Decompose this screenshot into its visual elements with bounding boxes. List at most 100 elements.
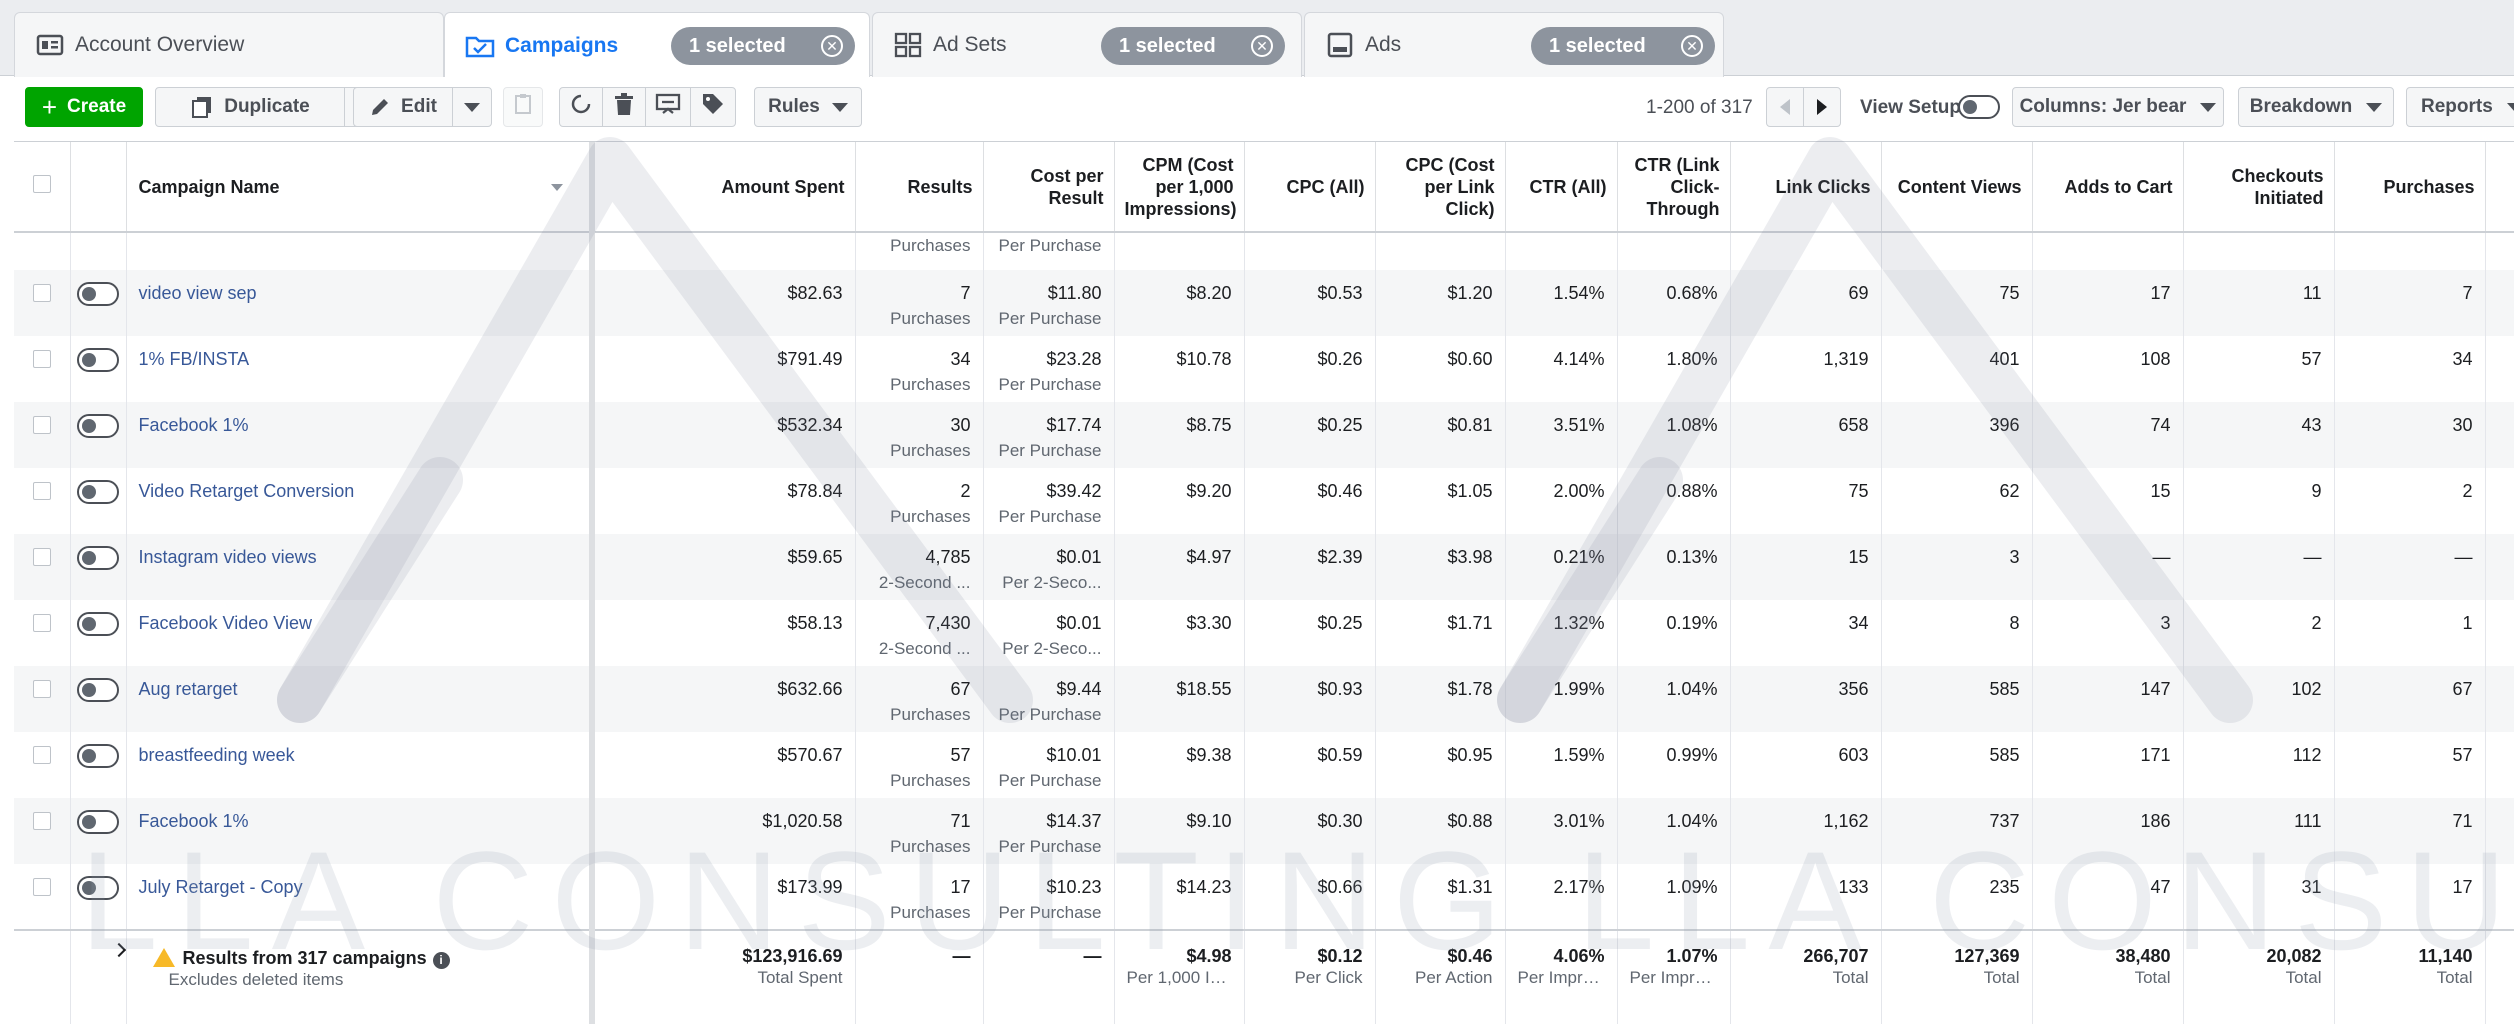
campaign-status-toggle[interactable] — [77, 348, 119, 372]
table-row[interactable]: 1% FB/INSTA $791.49 34 Purchases $23.28 Per P… — [14, 336, 2514, 402]
next-page-button[interactable] — [1803, 87, 1841, 127]
column-header-cpc-all[interactable]: CPC (All) — [1244, 142, 1376, 233]
row-checkbox[interactable] — [32, 548, 51, 566]
column-header-checkouts-initiated[interactable]: Checkouts Initiated — [2183, 142, 2335, 233]
column-header-ctr-all[interactable]: CTR (All) — [1505, 142, 1618, 233]
tab-campaigns[interactable]: Campaigns 1 selected ✕ — [444, 12, 870, 78]
row-checkbox[interactable] — [32, 482, 51, 500]
campaign-name-link[interactable]: Facebook 1% — [138, 415, 249, 435]
info-icon[interactable]: i — [432, 952, 450, 969]
row-checkbox-cell[interactable] — [14, 270, 71, 336]
table-row[interactable]: video view sep $82.63 7 Purchases $11.80 Per … — [14, 270, 2514, 336]
row-checkbox-cell[interactable] — [14, 402, 71, 468]
campaign-name-link[interactable]: Facebook Video View — [138, 613, 312, 633]
row-toggle-cell[interactable] — [70, 600, 127, 666]
campaign-name-link[interactable]: Aug retarget — [138, 679, 238, 699]
create-button[interactable]: + Create — [25, 87, 143, 127]
sort-caret-icon[interactable] — [551, 183, 563, 191]
chevron-right-icon[interactable] — [111, 942, 125, 958]
column-header-content-views[interactable]: Content Views — [1881, 142, 2033, 233]
column-header-amount-spent[interactable]: Amount Spent — [592, 142, 856, 233]
row-toggle-cell[interactable] — [70, 732, 127, 798]
column-header-cpm[interactable]: CPM (Cost per 1,000 Impressions) — [1114, 142, 1245, 233]
table-row[interactable]: Video Retarget Conversion $78.84 2 Purchase… — [14, 468, 2514, 534]
columns-dropdown[interactable]: Columns: Jer bear — [2012, 87, 2224, 127]
table-row[interactable]: breastfeeding week $570.67 57 Purchases $10.… — [14, 732, 2514, 798]
campaign-name-link[interactable]: breastfeeding week — [138, 745, 295, 765]
row-toggle-cell[interactable] — [70, 270, 127, 336]
column-header-adds-to-cart[interactable]: Adds to Cart — [2032, 142, 2184, 233]
campaign-status-toggle[interactable] — [77, 546, 119, 570]
delete-button[interactable] — [602, 87, 646, 127]
totals-expand-cell[interactable] — [70, 929, 127, 1024]
table-row[interactable]: Facebook Video View $58.13 7,430 2-Second .… — [14, 600, 2514, 666]
campaign-status-toggle[interactable] — [77, 282, 119, 306]
column-header-cpc-link[interactable]: CPC (Cost per Link Click) — [1375, 142, 1506, 233]
row-toggle-cell[interactable] — [70, 666, 127, 732]
tab-account-overview[interactable]: Account Overview — [14, 12, 444, 77]
campaigns-selected-pill[interactable]: 1 selected ✕ — [671, 27, 855, 65]
table-row[interactable]: Instagram video views $59.65 4,785 2-Second… — [14, 534, 2514, 600]
ads-selected-pill[interactable]: 1 selected ✕ — [1531, 27, 1715, 65]
campaign-name-link[interactable]: Instagram video views — [138, 547, 317, 567]
campaign-status-toggle[interactable] — [77, 876, 119, 900]
paste-button[interactable] — [503, 87, 543, 127]
table-row[interactable]: July Retarget - Copy $173.99 17 Purchases $1… — [14, 864, 2514, 930]
tags-button[interactable] — [690, 87, 736, 127]
row-checkbox[interactable] — [32, 416, 51, 434]
column-header-ctr-link[interactable]: CTR (Link Click-Through — [1617, 142, 1731, 233]
campaign-status-toggle[interactable] — [77, 480, 119, 504]
clear-selection-icon[interactable]: ✕ — [821, 35, 843, 57]
column-header-cost-per-result[interactable]: Cost per Result — [983, 142, 1115, 233]
row-toggle-cell[interactable] — [70, 468, 127, 534]
tab-ads[interactable]: Ads 1 selected ✕ — [1304, 12, 1724, 77]
column-header-campaign-name[interactable]: Campaign Name — [126, 142, 595, 233]
row-checkbox[interactable] — [32, 680, 51, 698]
adsets-selected-pill[interactable]: 1 selected ✕ — [1101, 27, 1285, 65]
column-header-results[interactable]: Results — [855, 142, 984, 233]
table-row[interactable]: Aug retarget $632.66 67 Purchases $9.44 Per P… — [14, 666, 2514, 732]
campaign-status-toggle[interactable] — [77, 744, 119, 768]
row-checkbox[interactable] — [32, 878, 51, 896]
campaign-name-link[interactable]: 1% FB/INSTA — [138, 349, 250, 369]
table-row[interactable]: Facebook 1% $1,020.58 71 Purchases $14.37 Per… — [14, 798, 2514, 864]
campaign-name-link[interactable]: July Retarget - Copy — [138, 877, 303, 897]
row-checkbox-cell[interactable] — [14, 534, 71, 600]
discard-button[interactable] — [559, 87, 603, 127]
edit-dropdown[interactable] — [452, 87, 492, 127]
row-checkbox[interactable] — [32, 350, 51, 368]
row-toggle-cell[interactable] — [70, 534, 127, 600]
campaign-status-toggle[interactable] — [77, 678, 119, 702]
select-all-checkbox-cell[interactable] — [14, 142, 71, 233]
column-header-purchases[interactable]: Purchases — [2334, 142, 2486, 233]
row-checkbox[interactable] — [32, 812, 51, 830]
row-checkbox-cell[interactable] — [14, 600, 71, 666]
column-header-link-clicks[interactable]: Link Clicks — [1730, 142, 1882, 233]
row-checkbox-cell[interactable] — [14, 732, 71, 798]
row-toggle-cell[interactable] — [70, 798, 127, 864]
breakdown-dropdown[interactable]: Breakdown — [2238, 87, 2394, 127]
row-checkbox-cell[interactable] — [14, 666, 71, 732]
row-checkbox[interactable] — [32, 284, 51, 302]
campaign-status-toggle[interactable] — [77, 810, 119, 834]
campaign-status-toggle[interactable] — [77, 612, 119, 636]
clear-selection-icon[interactable]: ✕ — [1681, 35, 1703, 57]
row-checkbox-cell[interactable] — [14, 864, 71, 930]
row-checkbox[interactable] — [32, 746, 51, 764]
row-toggle-cell[interactable] — [70, 336, 127, 402]
clear-selection-icon[interactable]: ✕ — [1251, 35, 1273, 57]
edit-button[interactable]: Edit — [353, 87, 453, 127]
row-checkbox-cell[interactable] — [14, 468, 71, 534]
prev-page-button[interactable] — [1766, 87, 1804, 127]
row-checkbox-cell[interactable] — [14, 798, 71, 864]
view-setup-toggle[interactable] — [1958, 95, 2000, 119]
duplicate-button[interactable]: Duplicate — [155, 87, 345, 127]
row-checkbox[interactable] — [32, 614, 51, 632]
ab-test-button[interactable] — [645, 87, 691, 127]
table-row[interactable]: Facebook 1% $532.34 30 Purchases $17.74 Per P… — [14, 402, 2514, 468]
campaign-name-link[interactable]: Facebook 1% — [138, 811, 249, 831]
campaign-name-link[interactable]: Video Retarget Conversion — [138, 481, 355, 501]
row-toggle-cell[interactable] — [70, 402, 127, 468]
reports-dropdown[interactable]: Reports — [2406, 87, 2514, 127]
row-checkbox-cell[interactable] — [14, 336, 71, 402]
